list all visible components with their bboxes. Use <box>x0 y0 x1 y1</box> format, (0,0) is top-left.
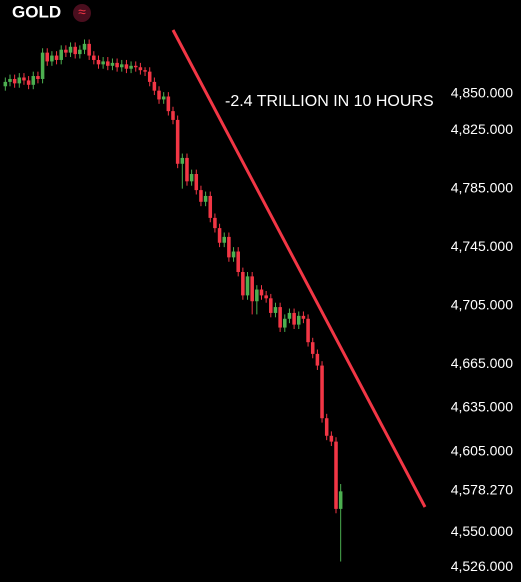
candle-body <box>8 78 12 82</box>
candle-body <box>203 195 208 202</box>
candle-body <box>157 90 161 100</box>
candle-body <box>82 43 87 50</box>
candle-body <box>245 276 250 296</box>
annotation: -2.4 TRILLION IN 10 HOURS <box>225 93 434 110</box>
candle-body <box>73 46 77 55</box>
candle-body <box>292 312 296 325</box>
chart-title: GOLD <box>12 2 61 21</box>
candle-body <box>296 315 301 325</box>
candle-body <box>92 55 96 60</box>
candle-body <box>217 228 222 243</box>
candle-body <box>78 49 82 55</box>
candle-body <box>213 217 217 229</box>
candle-body <box>334 441 338 509</box>
candle-body <box>255 289 259 302</box>
candle-body <box>147 71 152 82</box>
candle-body <box>31 76 36 85</box>
candle-body <box>59 49 63 60</box>
candle-body <box>259 289 264 296</box>
candle-body <box>287 312 292 319</box>
candle-body <box>301 315 306 319</box>
candle-body <box>110 62 115 66</box>
candle-body <box>119 64 124 68</box>
candle-body <box>26 80 31 85</box>
candle-body <box>338 491 343 509</box>
candle-body <box>101 61 105 65</box>
candle-body <box>306 318 310 343</box>
candle-body <box>68 46 73 53</box>
candle-body <box>22 77 26 81</box>
y-tick-label: 4,526.000 <box>451 558 513 574</box>
y-tick-label: 4,635.000 <box>451 399 513 415</box>
y-tick-label: 4,850.000 <box>451 84 513 100</box>
candle-body <box>54 55 59 60</box>
candle-body <box>283 318 287 328</box>
candle-body <box>329 435 334 442</box>
candle-body <box>236 251 240 272</box>
y-tick-label: 4,605.000 <box>451 443 513 459</box>
candle-body <box>194 174 199 191</box>
candle-body <box>124 64 129 69</box>
candle-body <box>241 271 245 296</box>
candle-body <box>152 81 157 91</box>
y-tick-label: 4,550.000 <box>451 523 513 539</box>
candle-body <box>185 157 189 182</box>
candle-body <box>315 353 320 366</box>
symbol-icon: ≈ <box>78 4 86 20</box>
candle-body <box>320 365 324 419</box>
candle-body <box>250 276 254 302</box>
candle-body <box>180 157 185 164</box>
candle-body <box>273 307 278 313</box>
trend-line <box>171 29 427 508</box>
candle-body <box>87 43 91 56</box>
candle-body <box>106 61 110 66</box>
candle-body <box>264 295 268 299</box>
candle-body <box>175 119 180 164</box>
candle-body <box>324 418 329 436</box>
candle-body <box>199 190 203 202</box>
candle-body <box>310 342 315 354</box>
candle-body <box>36 76 40 79</box>
candle-body <box>171 111 175 120</box>
y-tick-label: 4,785.000 <box>451 179 513 195</box>
candle-body <box>133 65 138 68</box>
candle-body <box>45 52 50 62</box>
candle-body <box>269 298 273 313</box>
y-tick-label: 4,705.000 <box>451 296 513 312</box>
candle-body <box>96 59 101 65</box>
y-tick-label: 4,578.270 <box>451 482 513 498</box>
y-tick-label: 4,745.000 <box>451 238 513 254</box>
candle-body <box>222 236 227 243</box>
candle-body <box>231 251 236 258</box>
candle-body <box>64 49 68 53</box>
candle-body <box>40 52 45 79</box>
candle-body <box>12 78 17 84</box>
symbol-icon-bg <box>73 4 91 22</box>
candle-body <box>208 195 213 218</box>
candle-body <box>115 62 119 68</box>
y-tick-label: 4,665.000 <box>451 355 513 371</box>
candle-body <box>50 55 54 62</box>
candle-body <box>189 174 194 182</box>
candle-body <box>17 77 22 84</box>
candle-body <box>3 81 8 87</box>
y-tick-label: 4,825.000 <box>451 121 513 137</box>
candle-body <box>129 65 133 69</box>
candle-body <box>138 67 143 71</box>
candle-body <box>143 70 147 72</box>
candle-body <box>166 96 171 112</box>
candle-body <box>227 236 231 258</box>
candle-body <box>278 307 282 328</box>
candle-body <box>161 96 166 100</box>
